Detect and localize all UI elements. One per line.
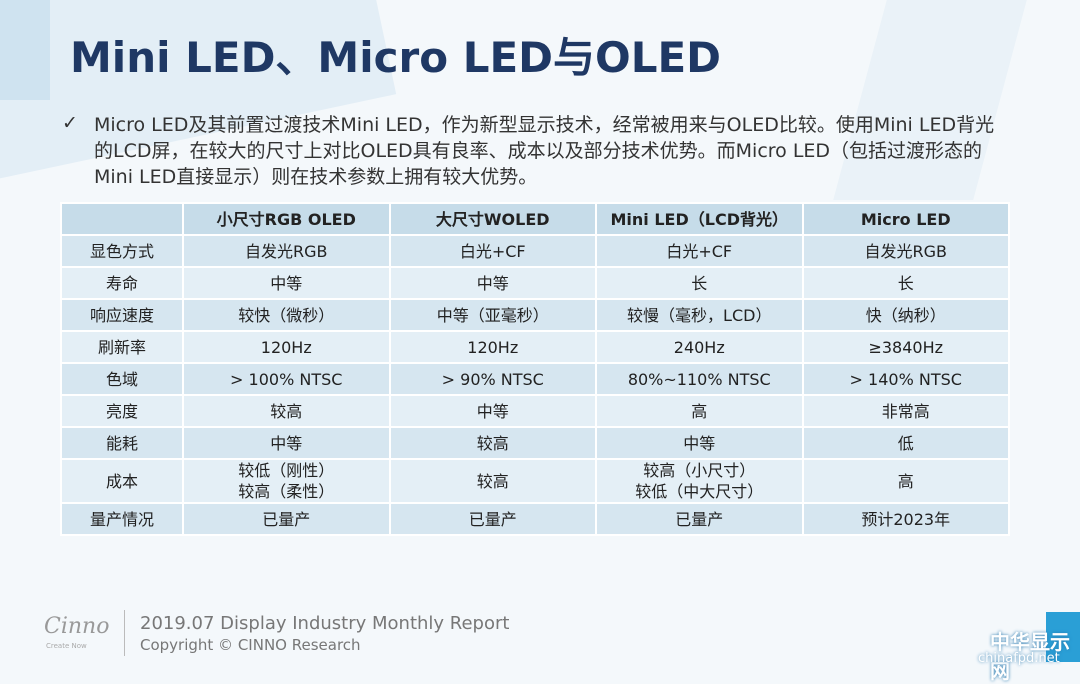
cell: 长 bbox=[801, 266, 1010, 300]
cell: 较高 bbox=[388, 426, 597, 460]
logo: Cinno bbox=[44, 614, 110, 639]
row-header: 刷新率 bbox=[60, 330, 184, 364]
cell: 快（纳秒） bbox=[801, 298, 1010, 332]
column-header: 小尺寸RGB OLED bbox=[182, 202, 391, 236]
paragraph: Micro LED及其前置过渡技术Mini LED，作为新型显示技术，经常被用来… bbox=[94, 114, 995, 188]
watermark-name: 中华显示网 bbox=[990, 630, 1070, 683]
cell: 240Hz bbox=[595, 330, 804, 364]
cell: 白光+CF bbox=[388, 234, 597, 268]
cell: 中等 bbox=[388, 266, 597, 300]
cell: 较高 bbox=[182, 394, 391, 428]
table-row: 色域 > 100% NTSC > 90% NTSC 80%~110% NTSC > 14… bbox=[60, 362, 1010, 396]
divider bbox=[124, 610, 125, 656]
decoration bbox=[0, 0, 50, 100]
column-header bbox=[60, 202, 184, 236]
header-row: 小尺寸RGB OLED 大尺寸WOLED Mini LED（LCD背光） Micro … bbox=[60, 202, 1010, 236]
watermark-box bbox=[1046, 612, 1080, 662]
title: Mini LED、Micro LED与OLED bbox=[70, 33, 722, 82]
cell: 较低（刚性） 较高（柔性） bbox=[182, 458, 391, 504]
cell: > 90% NTSC bbox=[388, 362, 597, 396]
row-header: 响应速度 bbox=[60, 298, 184, 332]
cell: 中等 bbox=[388, 394, 597, 428]
column-header: Mini LED（LCD背光） bbox=[595, 202, 804, 236]
report-name: 2019.07 Display Industry Monthly Report bbox=[140, 613, 510, 634]
cell: 高 bbox=[595, 394, 804, 428]
cell: > 100% NTSC bbox=[182, 362, 391, 396]
table-row: 寿命 中等 中等长长 bbox=[60, 266, 1010, 300]
cell: 非常高 bbox=[801, 394, 1010, 428]
cell: 中等 bbox=[182, 266, 391, 300]
table-row: 亮度 较高 中等高非常高 bbox=[60, 394, 1010, 428]
cell: 较高 bbox=[388, 458, 597, 504]
cell: 较快（微秒） bbox=[182, 298, 391, 332]
cell: > 140% NTSC bbox=[801, 362, 1010, 396]
cell: 高 bbox=[801, 458, 1010, 504]
cell: 白光+CF bbox=[595, 234, 804, 268]
copyright: Copyright © CINNO Research bbox=[140, 636, 361, 654]
cell: 中等（亚毫秒） bbox=[388, 298, 597, 332]
cell: 80%~110% NTSC bbox=[595, 362, 804, 396]
cell: 预计2023年 bbox=[801, 502, 1010, 536]
tagline: Create Now bbox=[46, 642, 87, 650]
table-row: 能耗 中等 较高 中等低 bbox=[60, 426, 1010, 460]
column-header: Micro LED bbox=[801, 202, 1010, 236]
cell: 已量产 bbox=[595, 502, 804, 536]
row-header: 量产情况 bbox=[60, 502, 184, 536]
row-header: 成本 bbox=[60, 458, 184, 504]
cell: ≥3840Hz bbox=[801, 330, 1010, 364]
cell: 自发光RGB bbox=[182, 234, 391, 268]
cell: 120Hz bbox=[182, 330, 391, 364]
table-row: 显色方式 自发光RGB 白光+CF 白光+CF 自发光RGB bbox=[60, 234, 1010, 268]
cell: 已量产 bbox=[388, 502, 597, 536]
column-header: 大尺寸WOLED bbox=[388, 202, 597, 236]
watermark-url: chinafpd.net bbox=[978, 651, 1060, 666]
table-row: 成本 较低（刚性） 较高（柔性） 较高 较高（小尺寸） 较低（中大尺寸）高 bbox=[60, 458, 1010, 504]
cell: 长 bbox=[595, 266, 804, 300]
table-row: 响应速度 较快（微秒） 中等（亚毫秒） 较慢（毫秒，LCD） 快（纳秒） bbox=[60, 298, 1010, 332]
table-row: 量产情况 已量产 已量产 已量产 预计2023年 bbox=[60, 502, 1010, 536]
comparison-table: 小尺寸RGB OLED 大尺寸WOLED Mini LED（LCD背光） Micro … bbox=[60, 202, 1010, 536]
row-header: 寿命 bbox=[60, 266, 184, 300]
cell: 较慢（毫秒，LCD） bbox=[595, 298, 804, 332]
table-row: 刷新率 120Hz 120Hz 240Hz ≥3840Hz bbox=[60, 330, 1010, 364]
bullet-mark: ✓ bbox=[62, 112, 78, 134]
cell: 120Hz bbox=[388, 330, 597, 364]
cell: 已量产 bbox=[182, 502, 391, 536]
cell: 中等 bbox=[182, 426, 391, 460]
row-header: 显色方式 bbox=[60, 234, 184, 268]
row-header: 能耗 bbox=[60, 426, 184, 460]
row-header: 亮度 bbox=[60, 394, 184, 428]
cell: 低 bbox=[801, 426, 1010, 460]
cell: 中等 bbox=[595, 426, 804, 460]
cell: 较高（小尺寸） 较低（中大尺寸） bbox=[595, 458, 804, 504]
row-header: 色域 bbox=[60, 362, 184, 396]
cell: 自发光RGB bbox=[801, 234, 1010, 268]
